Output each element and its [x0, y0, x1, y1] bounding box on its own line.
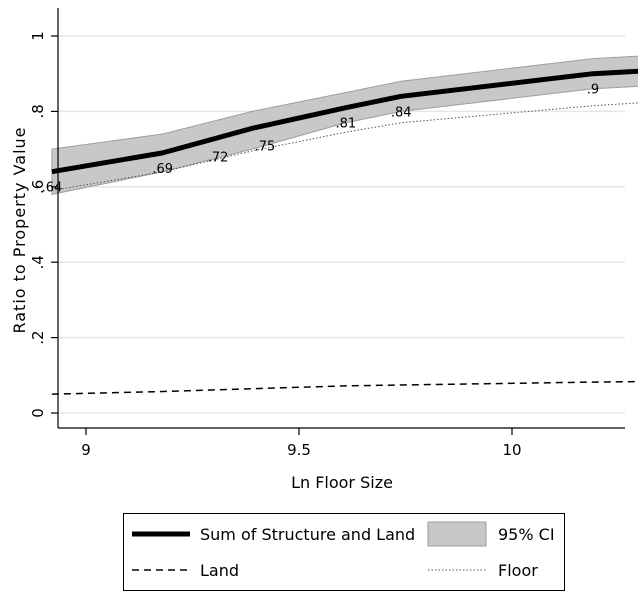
data-label-1: .69: [152, 162, 173, 177]
data-label-5: .84: [391, 105, 412, 120]
x-tick-label-0: 9: [81, 441, 91, 459]
legend-label-ci: 95% CI: [498, 524, 555, 544]
ci-band: [51, 55, 638, 195]
axes: [51, 8, 625, 435]
legend-label-sum: Sum of Structure and Land: [200, 524, 416, 544]
legend-label-floor: Floor: [498, 560, 538, 580]
y-tick-label-3: .6: [29, 180, 47, 194]
y-tick-label-2: .4: [29, 255, 47, 269]
x-axis-title: Ln Floor Size: [291, 473, 393, 492]
series-lines: [51, 68, 638, 395]
data-label-2: .72: [208, 151, 229, 166]
legend-item-sum: Sum of Structure and Land: [130, 524, 415, 544]
y-tick-label-0: 0: [29, 408, 47, 418]
data-label-6: .9: [587, 83, 599, 98]
legend-label-land: Land: [200, 560, 240, 580]
y-tick-label-4: .8: [29, 104, 47, 118]
data-labels: .64.69.72.75.81.84.9.94.99: [42, 83, 600, 196]
data-label-4: .81: [336, 117, 357, 132]
data-label-3: .75: [255, 139, 276, 154]
series-line-sum: [51, 68, 638, 175]
legend-item-floor: Floor: [426, 560, 538, 580]
legend-swatch-dashed: [132, 569, 190, 571]
y-axis-title: Ratio to Property Value: [10, 126, 29, 333]
tick-labels: 99.51010.51111.50.2.4.6.81: [29, 31, 522, 459]
legend: Sum of Structure and Land 95% CI Land Fl…: [123, 513, 565, 591]
y-tick-label-1: .2: [29, 330, 47, 344]
x-tick-label-1: 9.5: [287, 441, 311, 459]
data-label-0: .64: [42, 181, 63, 196]
series-line-land: [51, 380, 638, 395]
legend-item-ci: 95% CI: [426, 520, 555, 548]
legend-swatch-ci: [427, 521, 487, 547]
legend-swatch-dotted: [428, 569, 486, 571]
x-tick-label-2: 10: [502, 441, 521, 459]
legend-swatch-thick-line: [132, 531, 190, 537]
ci-band-group: [51, 55, 638, 195]
y-tick-label-5: 1: [29, 31, 47, 41]
legend-item-land: Land: [130, 560, 239, 580]
